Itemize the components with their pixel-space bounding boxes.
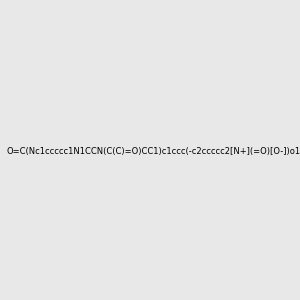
Text: O=C(Nc1ccccc1N1CCN(C(C)=O)CC1)c1ccc(-c2ccccc2[N+](=O)[O-])o1: O=C(Nc1ccccc1N1CCN(C(C)=O)CC1)c1ccc(-c2c… — [7, 147, 300, 156]
